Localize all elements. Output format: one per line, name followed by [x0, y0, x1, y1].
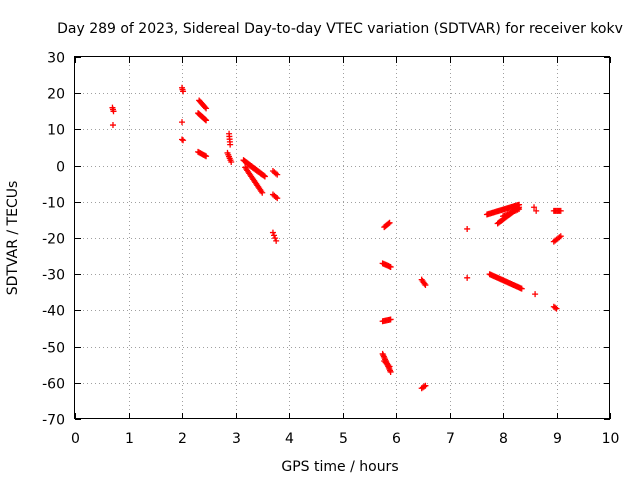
y-tick-label: -60 [42, 377, 65, 393]
data-point [202, 104, 209, 111]
data-point [464, 274, 471, 281]
data-point [274, 171, 281, 178]
y-tick-label: -20 [42, 232, 65, 248]
y-tick-label: 20 [47, 87, 65, 103]
data-point [557, 207, 564, 214]
data-point [227, 141, 234, 148]
y-tick-label: 10 [47, 123, 65, 139]
data-point [273, 237, 280, 244]
data-point [421, 383, 428, 390]
data-point [272, 235, 279, 242]
x-tick-label: 8 [499, 431, 508, 447]
data-point [259, 171, 266, 178]
data-point [269, 229, 276, 236]
data-point [516, 206, 523, 213]
x-tick-label: 6 [392, 431, 401, 447]
plot-frame [74, 56, 610, 419]
y-tick-label: 30 [47, 51, 65, 67]
data-point [552, 304, 559, 311]
chart-title: Day 289 of 2023, Sidereal Day-to-day VTE… [57, 21, 623, 37]
data-point [531, 204, 538, 211]
data-point [553, 305, 560, 312]
data-point [203, 117, 210, 124]
data-point [518, 285, 525, 292]
data-point [422, 382, 429, 389]
data-point [557, 233, 564, 240]
data-point [274, 195, 281, 202]
x-tick-label: 1 [125, 431, 134, 447]
data-point [228, 158, 235, 165]
data-point [203, 105, 210, 112]
data-point [464, 225, 471, 232]
x-tick-label: 9 [553, 431, 562, 447]
y-tick-label: -50 [42, 341, 65, 357]
y-axis-title: SDTVAR / TECUs [5, 181, 21, 296]
data-point [387, 368, 394, 375]
y-tick-label: 0 [56, 160, 65, 176]
data-point [532, 291, 539, 298]
data-point [202, 116, 209, 123]
data-point [533, 207, 540, 214]
axis-ticks: 0 1 2 3 4 5 6 7 8 9 10 30 20 10 0 -10 -20 -30 -40 -50 -60 -70 [42, 51, 619, 448]
data-point [109, 122, 116, 129]
x-tick-label: 2 [178, 431, 187, 447]
x-tick-label: 4 [285, 431, 294, 447]
data-point [385, 220, 392, 227]
data-point [180, 137, 187, 144]
data-point [386, 219, 393, 226]
y-tick-label: -10 [42, 196, 65, 212]
data-point [203, 153, 210, 160]
y-tick-label: -70 [42, 413, 65, 429]
data-point [179, 136, 185, 143]
data-point [271, 232, 278, 239]
x-tick-label: 7 [446, 431, 455, 447]
data-point [179, 119, 185, 126]
data-point [387, 316, 394, 323]
data-point [259, 189, 266, 196]
grid [75, 57, 610, 419]
x-axis-title: GPS time / hours [281, 459, 398, 475]
data-point [180, 88, 187, 95]
x-tick-label: 5 [339, 431, 348, 447]
data-point [422, 282, 429, 289]
data-point [387, 263, 394, 270]
data-points [109, 84, 564, 392]
x-tick-label: 10 [602, 431, 620, 447]
x-tick-label: 0 [71, 431, 80, 447]
y-tick-label: -30 [42, 268, 65, 284]
y-tick-label: -40 [42, 304, 65, 320]
data-point [386, 363, 393, 370]
data-point [110, 108, 117, 115]
x-tick-label: 3 [232, 431, 241, 447]
